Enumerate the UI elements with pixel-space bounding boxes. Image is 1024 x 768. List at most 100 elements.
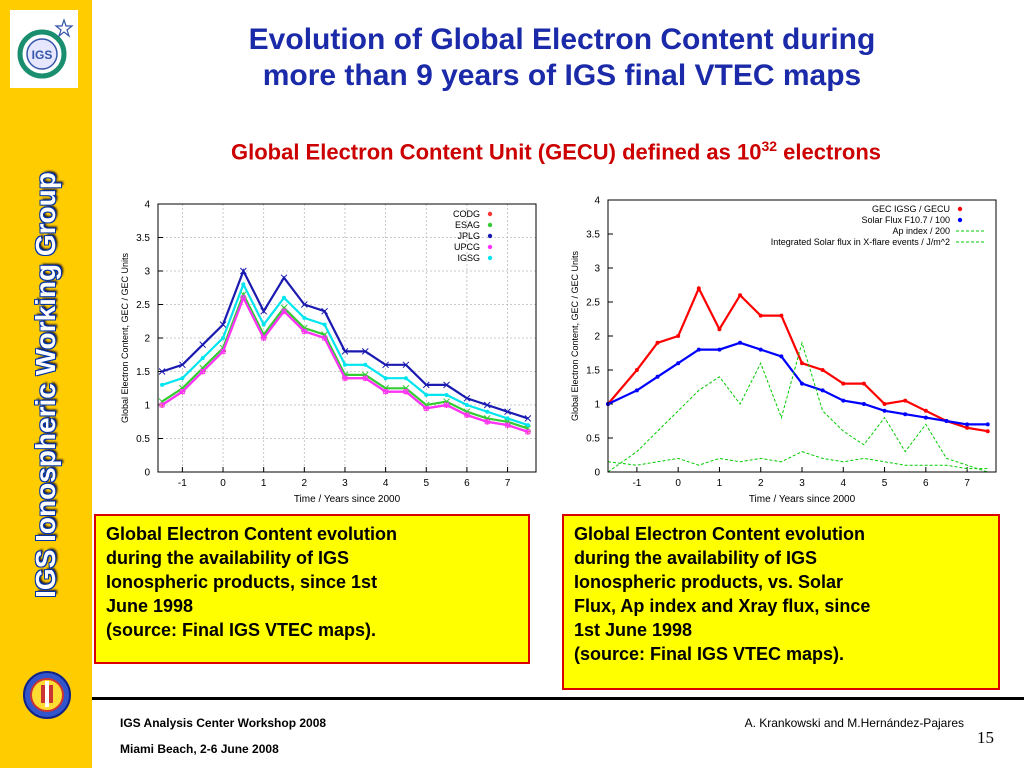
y-tick-label: 0 [144,468,150,479]
data-point [779,354,784,359]
caption-right-line: 1st June 1998 [574,620,693,640]
data-point [696,286,701,291]
y-axis-label: Global Electron Content, GEC / GEC Units [570,250,580,421]
footer-workshop: IGS Analysis Center Workshop 2008 [120,716,327,730]
data-point [160,382,165,387]
data-point [655,340,660,345]
sidebar: IGS IGS Ionospheric Working Group [0,0,92,768]
data-point [903,412,908,417]
data-point-stroke [504,408,511,416]
legend-label: Ap index / 200 [892,226,950,236]
data-point [861,381,866,386]
data-point [634,388,639,393]
data-point-stroke [179,361,186,369]
y-tick-label: 3 [594,264,600,275]
y-tick-label: 0 [594,468,600,479]
x-tick-label: -1 [178,478,187,489]
chart-right-container: -1 0 1 2 3 4 5 6 7 0 0.5 1 1.5 2 2.5 3 3.5 4 Time / Years … [552,190,1004,512]
data-point-stroke [260,307,268,315]
data-point [800,361,804,366]
y-tick-label: 2 [144,334,150,345]
data-point [758,313,763,318]
data-point-stroke [219,321,227,328]
data-point [300,301,308,308]
caption-right-line: during the availability of IGS [574,548,818,568]
data-point [485,409,490,414]
data-point [841,398,846,403]
data-point [302,315,307,320]
data-point [444,402,450,408]
y-tick-label: 3.5 [586,230,600,241]
data-point [362,375,368,381]
legend-swatch [487,211,493,217]
data-point [159,402,165,408]
y-axis-label: Global Electron Content, GEC / GEC Units [120,252,130,423]
data-point [944,419,949,423]
caption-right-line: Global Electron Content evolution [574,524,866,544]
x-tick-label: 2 [302,478,308,489]
y-tick-label: 1.5 [586,366,600,377]
legend-label: CODG [453,209,480,219]
data-point [403,389,409,395]
x-tick-label: 2 [758,478,764,489]
subtitle-exponent: 32 [761,138,778,154]
page-number: 15 [977,728,994,747]
series-line-0 [607,285,988,433]
y-tick-label: 0.5 [136,434,150,445]
legend-swatch [487,255,493,261]
data-point [321,307,328,315]
title-line-2: more than 9 years of IGS final VTEC maps [262,59,862,92]
data-point [402,361,410,369]
data-point [464,412,470,418]
data-point [281,308,287,314]
y-tick-label: 1.5 [136,367,150,378]
data-point [985,429,990,434]
data-point [363,362,368,367]
data-point [903,398,908,403]
caption-left-line: during the availability of IGS [106,548,350,568]
data-point-stroke [483,401,491,409]
university-seal-icon [23,671,71,719]
legend-label: GEC IGSG / GECU [872,204,950,214]
data-point [525,423,530,428]
data-point [820,368,825,372]
legend-swatch [957,206,963,212]
data-point [199,341,207,349]
data-point [738,293,743,298]
y-tick-label: 3.5 [136,233,150,244]
data-point [923,408,928,413]
data-point [484,419,490,425]
subtitle-pre: Global Electron Content Unit (GECU) defi… [230,139,762,165]
x-tick-label: 4 [383,478,389,489]
legend-label: Solar Flux F10.7 / 100 [861,215,950,225]
data-point [342,362,347,367]
y-tick-label: 0.5 [586,434,600,445]
data-point [280,274,288,282]
data-point-stroke [524,415,532,422]
legend-swatch [487,222,493,228]
data-point-stroke [199,341,207,349]
data-point [221,336,226,340]
data-point [676,334,681,338]
legend-swatch [487,244,493,250]
data-point [882,402,887,406]
caption-left-line: (source: Final IGS VTEC maps). [106,620,377,640]
chart-left-container: -1 0 1 2 3 4 5 6 7 0 0.5 1 1.5 2 2.5 3 3.5 4 Time / Years … [100,190,546,510]
data-point [301,328,307,334]
legend-label: Integrated Solar flux in X-flare events … [771,237,950,247]
series-line-2 [607,451,988,470]
data-point [322,322,327,327]
y-tick-label: 4 [594,196,600,207]
data-point-stroke [300,301,308,308]
data-point [200,369,206,374]
logo-text: IGS [32,48,53,62]
legend-label: ESAG [455,220,480,230]
x-axis-label: Time / Years since 2000 [294,494,401,505]
x-tick-label: 1 [261,478,267,489]
data-point [738,340,743,345]
data-point-stroke [443,381,450,389]
data-point [634,368,639,372]
footer-authors: A. Krankowski and M.Hernández-Pajares [744,716,964,730]
x-tick-label: 5 [882,478,888,489]
data-point [220,348,226,354]
